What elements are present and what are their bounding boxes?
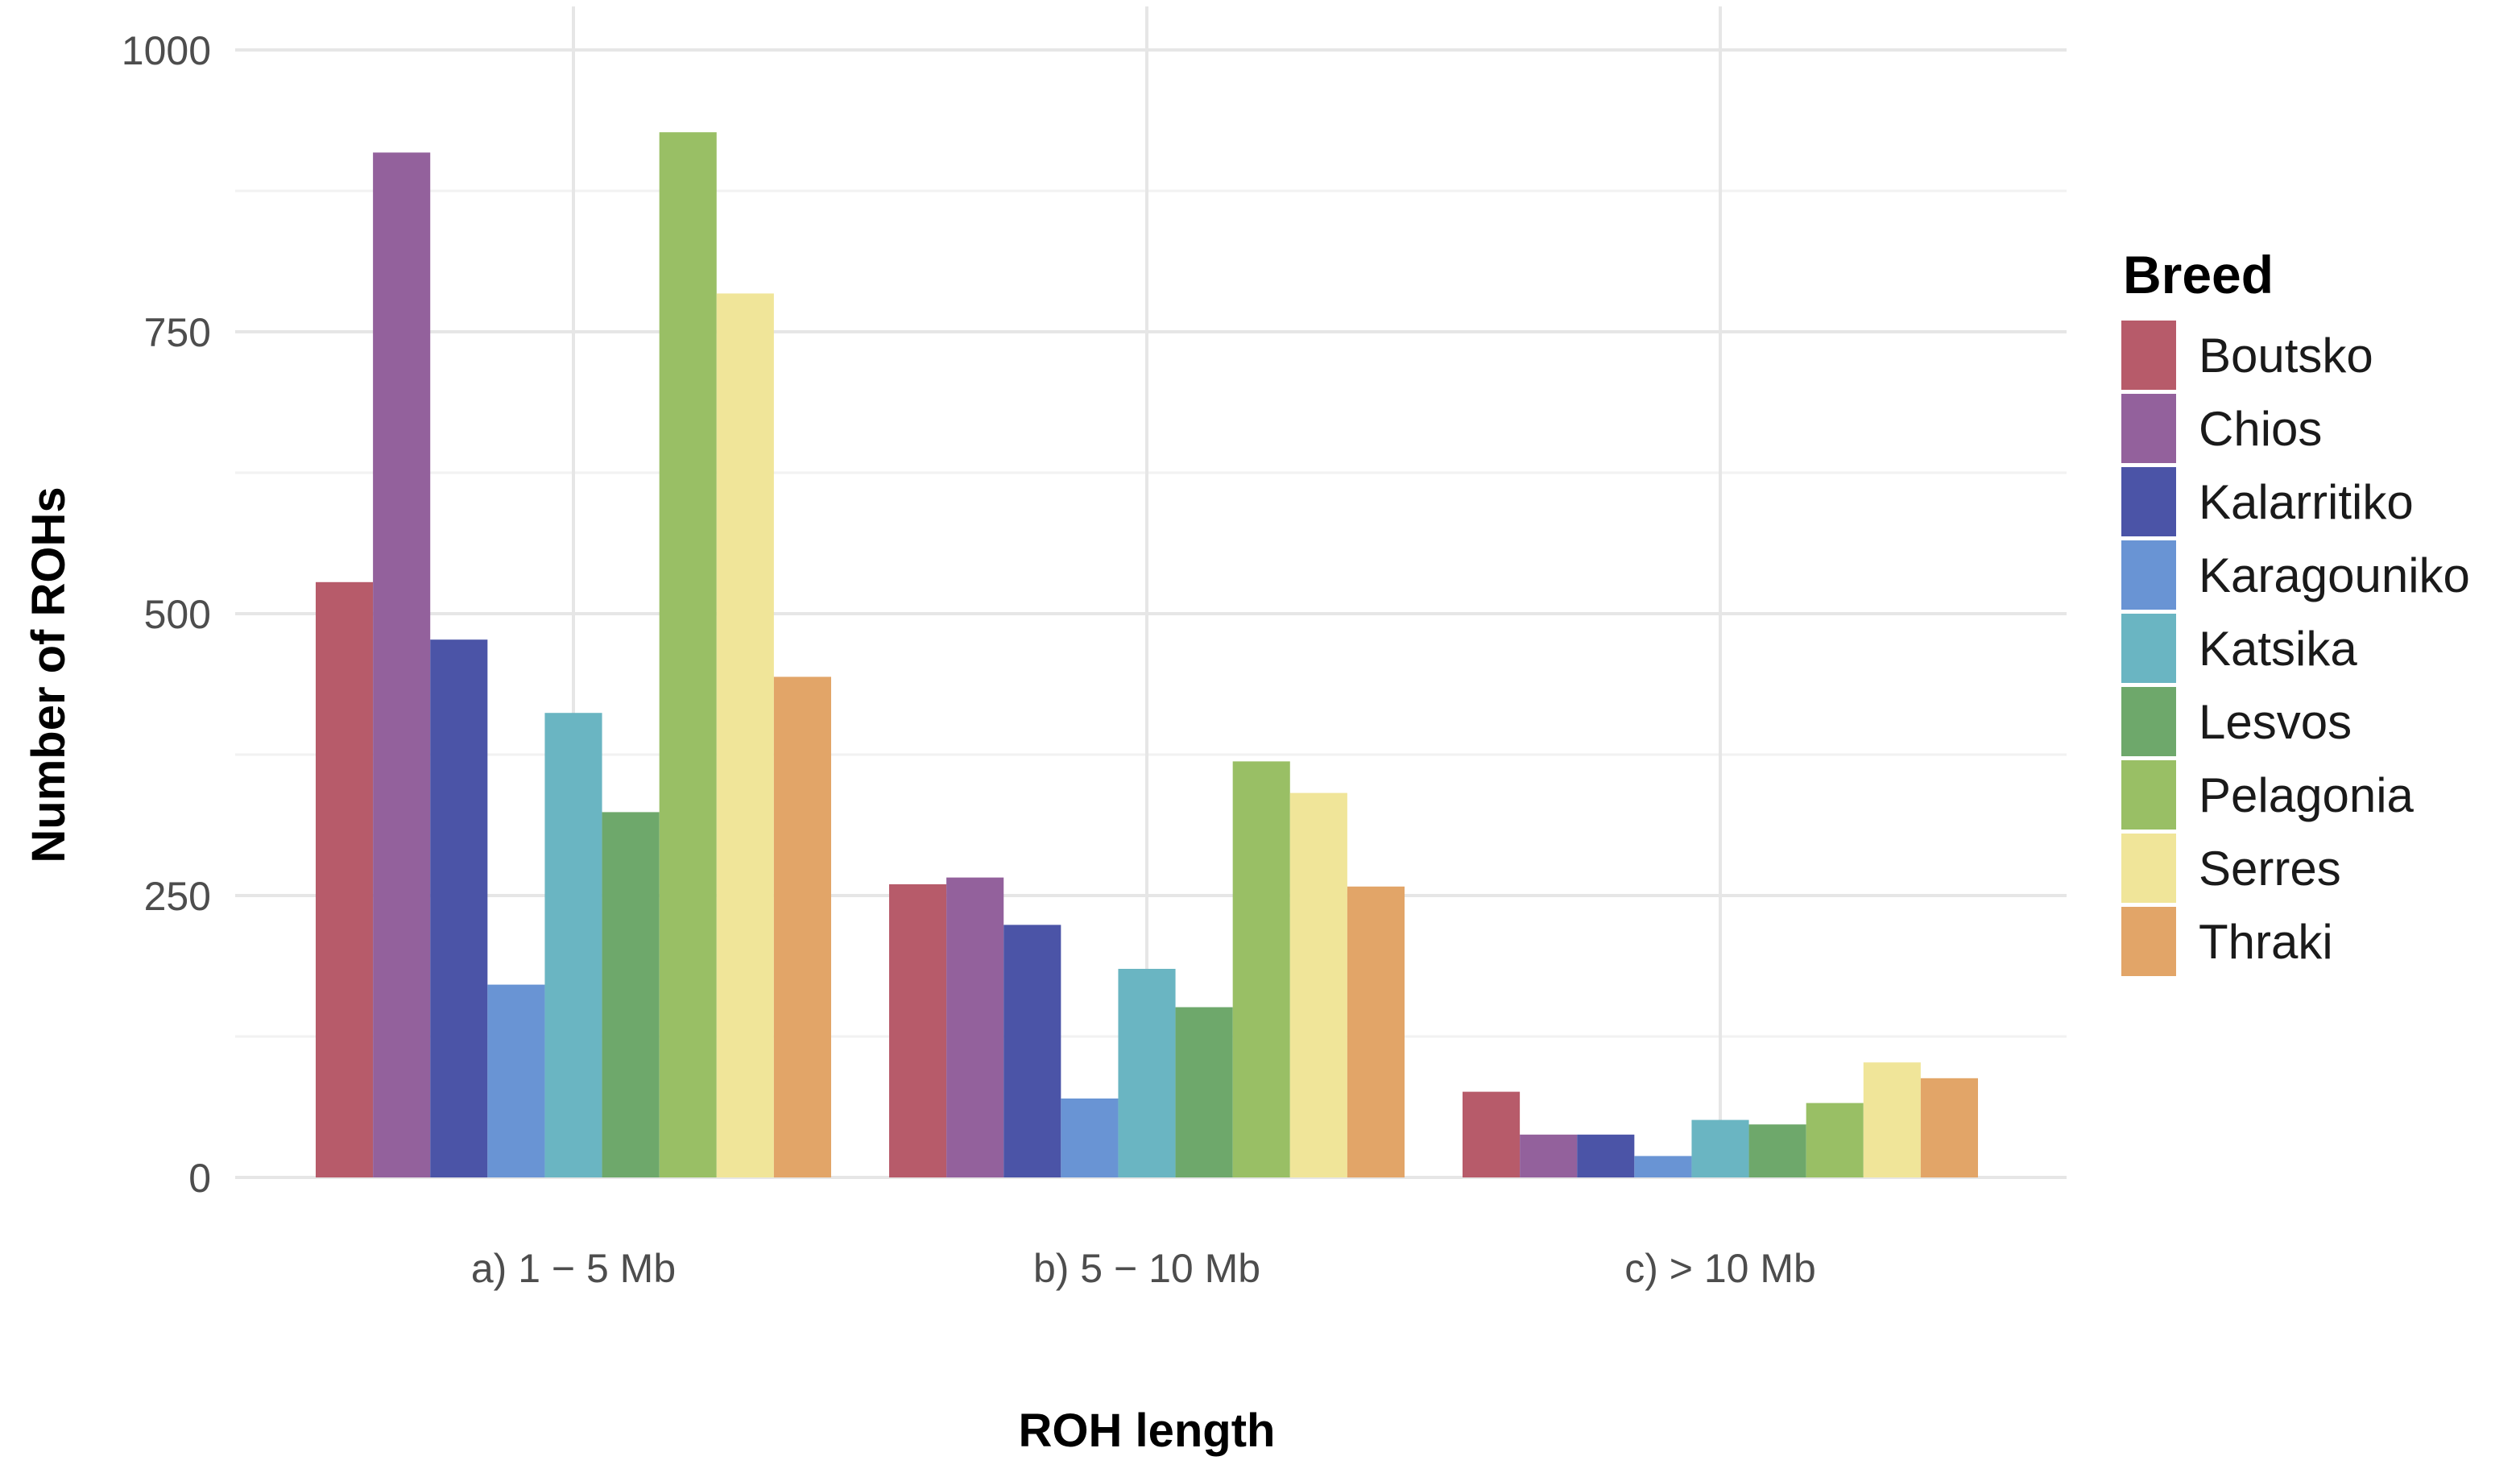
y-axis-title: Number of ROHs [23,486,75,863]
legend-key-karagouniko [2121,540,2176,610]
legend-label-katsika: Katsika [2199,622,2357,676]
bar-katsika-3 [1691,1119,1749,1177]
legend-key-katsika [2121,614,2176,683]
legend-label-serres: Serres [2199,842,2341,896]
y-tick-label: 0 [188,1156,211,1201]
legend-items: Boutsko Chios Kalarritiko Karagouniko Katsik… [2121,321,2470,976]
legend-title: Breed [2123,245,2274,304]
x-axis-ticks: a) 1 − 5 Mb b) 5 − 10 Mb c) > 10 Mb [471,1246,1816,1291]
bar-chios-3 [1520,1134,1578,1177]
bar-serres-3 [1863,1062,1921,1177]
bar-lesvos-1 [602,812,660,1177]
bar-karagouniko-3 [1634,1156,1692,1177]
bar-lesvos-3 [1748,1124,1806,1177]
legend-label-lesvos: Lesvos [2199,695,2352,749]
x-axis-title: ROH length [1019,1405,1276,1457]
legend-label-thraki: Thraki [2199,915,2333,969]
legend-key-pelagonia [2121,760,2176,830]
bar-serres-2 [1289,792,1347,1177]
y-tick-label: 750 [144,310,211,355]
bar-kalarritiko-2 [1003,925,1061,1177]
bars [316,132,1978,1178]
bar-kalarritiko-1 [430,639,488,1177]
bar-pelagonia-1 [659,132,717,1178]
legend: Breed Boutsko Chios Kalarritiko Karagouniko… [2121,245,2470,976]
bar-pelagonia-2 [1232,761,1290,1177]
bar-chios-1 [373,152,431,1177]
legend-key-serres [2121,834,2176,903]
y-tick-label: 500 [144,592,211,637]
bar-karagouniko-1 [487,984,545,1177]
x-tick-label: b) 5 − 10 Mb [1033,1246,1260,1291]
bar-serres-1 [716,293,774,1177]
y-tick-label: 250 [144,874,211,919]
bar-pelagonia-3 [1806,1103,1864,1177]
x-tick-label: c) > 10 Mb [1624,1246,1816,1291]
legend-key-thraki [2121,907,2176,976]
bar-boutsko-3 [1463,1091,1521,1177]
bar-katsika-2 [1118,969,1176,1177]
bar-kalarritiko-3 [1577,1134,1635,1177]
bar-boutsko-2 [889,884,947,1177]
legend-label-chios: Chios [2199,402,2322,456]
bar-lesvos-2 [1175,1007,1233,1177]
bar-karagouniko-2 [1061,1099,1119,1177]
bar-thraki-3 [1920,1078,1978,1177]
bar-thraki-2 [1347,886,1405,1177]
bar-thraki-1 [773,677,831,1177]
legend-key-lesvos [2121,687,2176,756]
legend-label-pelagonia: Pelagonia [2199,768,2414,822]
y-axis-ticks: 0 250 500 750 1000 [122,28,211,1201]
bar-chios-2 [946,877,1004,1177]
y-tick-label: 1000 [122,28,211,73]
legend-label-boutsko: Boutsko [2199,329,2373,383]
legend-key-boutsko [2121,321,2176,390]
legend-key-chios [2121,394,2176,463]
legend-label-karagouniko: Karagouniko [2199,548,2470,602]
x-tick-label: a) 1 − 5 Mb [471,1246,676,1291]
bar-katsika-1 [544,713,602,1177]
legend-label-kalarritiko: Kalarritiko [2199,475,2414,529]
legend-key-kalarritiko [2121,467,2176,536]
bar-boutsko-1 [316,581,374,1177]
